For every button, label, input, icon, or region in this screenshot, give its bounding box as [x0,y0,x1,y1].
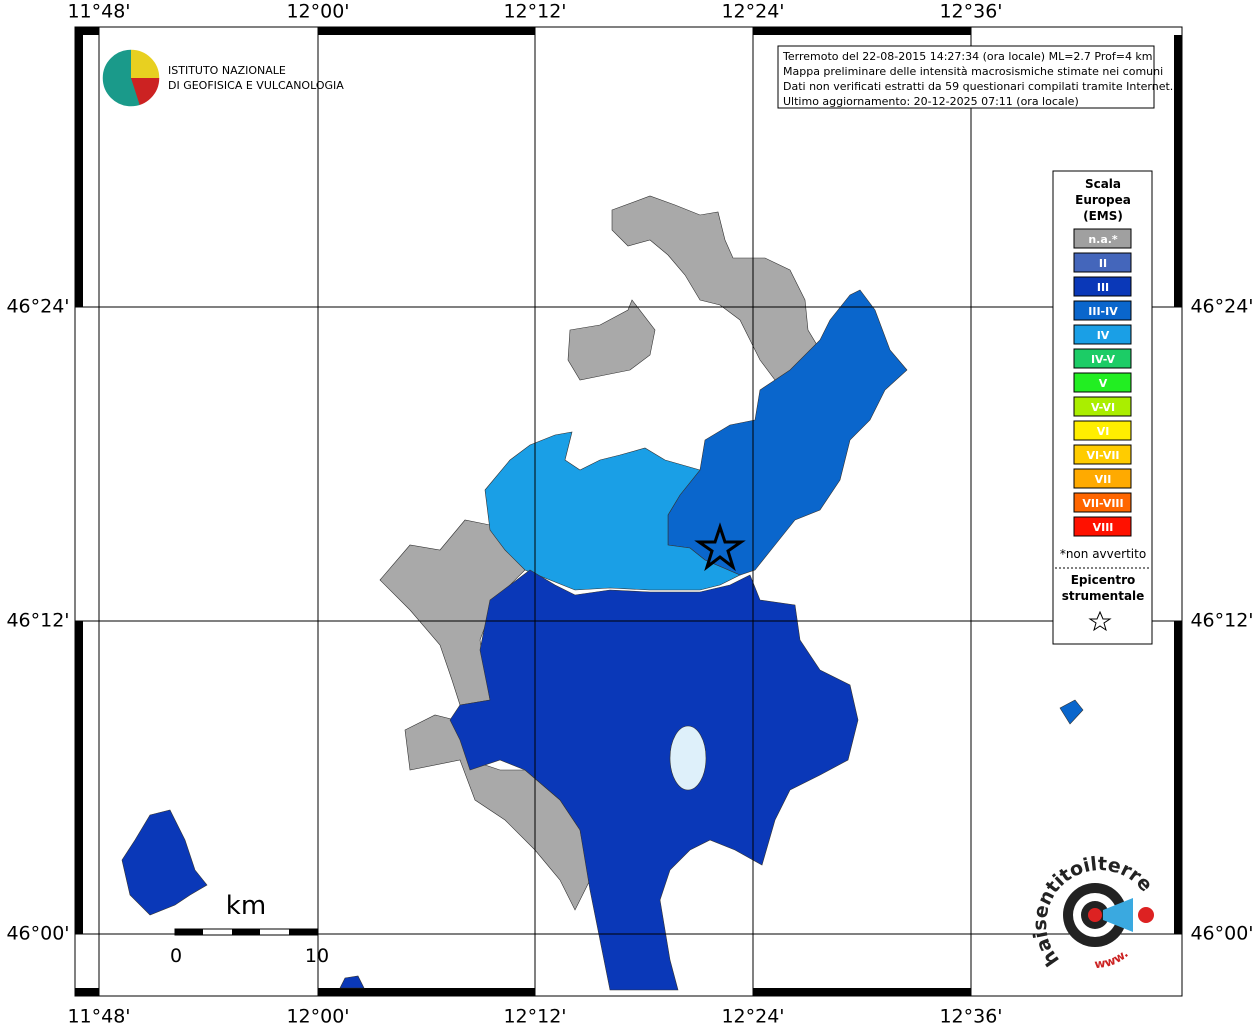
legend-swatch [1073,324,1132,345]
legend-label: VI-VII [1086,449,1119,462]
legend-label: VI [1097,425,1110,438]
map-shapes [121,195,1084,991]
logo-text: DI GEOFISICA E VULCANOLOGIA [168,79,344,92]
ingv-logo: ISTITUTO NAZIONALE DI GEOFISICA E VULCAN… [101,48,344,108]
lon-label: 12°12' [503,1006,566,1025]
frame-border [75,27,1182,996]
lat-label: 46°00' [6,923,69,945]
legend-star [1088,610,1112,632]
legend-swatch [1073,468,1132,489]
legend-title: Scala [1085,177,1121,191]
legend-title: Europea [1075,193,1131,207]
info-box [777,45,1155,109]
lon-label: 12°24' [721,1006,784,1025]
lon-label: 12°12' [503,1,566,23]
scale-label: 10 [305,945,329,967]
legend-epicenter: strumentale [1062,589,1145,603]
legend-label: V [1099,377,1108,390]
legend-swatch [1073,492,1132,513]
lat-label: 46°24' [6,296,69,318]
legend-swatch [1073,228,1132,249]
lon-label: 11°48' [67,1,130,23]
info-line: Ultimo aggiornamento: 20-12-2025 07:11 (… [783,95,1079,108]
lon-label: 11°48' [67,1006,130,1025]
legend-label: III-IV [1088,305,1118,318]
legend-label: II [1099,257,1107,270]
legend-label: III [1097,281,1109,294]
legend-swatch [1073,348,1132,369]
legend-label: IV [1097,329,1110,342]
lat-label: 46°12' [1190,610,1253,632]
legend-label: VII [1095,473,1112,486]
logo-text: ISTITUTO NAZIONALE [168,64,286,77]
lat-label: 46°12' [6,610,69,632]
legend-swatch [1073,372,1132,393]
lon-label: 12°24' [721,1,784,23]
epicenter-star [694,522,746,572]
legend-swatch [1073,252,1132,273]
legend-label: n.a.* [1088,233,1118,246]
info-line: Dati non verificati estratti da 59 quest… [783,80,1173,93]
legend-label: IV-V [1091,353,1116,366]
lon-label: 12°36' [939,1,1002,23]
legend-title: (EMS) [1083,209,1123,223]
legend-swatch [1073,300,1132,321]
legend-swatch [1073,276,1132,297]
scale-label: 0 [170,945,182,967]
legend-swatch [1073,516,1132,537]
scale-unit: km [226,891,266,921]
lat-label: 46°24' [1190,296,1253,318]
lon-label: 12°36' [939,1006,1002,1025]
legend-label: VIII [1093,521,1114,534]
lon-label: 12°00' [286,1006,349,1025]
legend-label: V-VI [1091,401,1115,414]
scale-bar: km 0 10 [170,891,329,967]
legend-swatch [1073,396,1132,417]
lat-label: 46°00' [1190,923,1253,945]
info-line: Mappa preliminare delle intensità macros… [783,65,1163,78]
legend-note: *non avvertito [1060,547,1146,561]
legend-swatch [1073,420,1132,441]
lon-label: 12°00' [286,1,349,23]
legend-swatch [1073,444,1132,465]
legend-label: VII-VIII [1082,497,1123,510]
legend-epicenter: Epicentro [1071,573,1136,587]
info-line: Terremoto del 22-08-2015 14:27:34 (ora l… [782,50,1153,63]
